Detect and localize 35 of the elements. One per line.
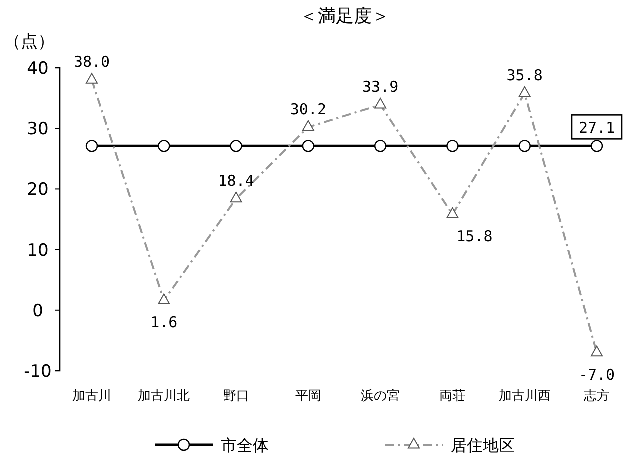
- y-axis-title: （点）: [4, 32, 55, 52]
- y-tick-label: 40: [27, 59, 49, 79]
- point: [446, 140, 459, 152]
- x-tick-label: 平岡: [295, 389, 322, 404]
- x-tick-label: 野口: [223, 389, 250, 404]
- data-label: 18.4: [218, 172, 254, 190]
- data-label: 38.0: [74, 53, 110, 72]
- y-tick-label: 30: [27, 120, 49, 140]
- legend-label: 居住地区: [451, 436, 515, 455]
- data-label: 27.1: [578, 119, 616, 138]
- x-tick-label: 両荘: [440, 389, 466, 404]
- data-label: 30.2: [290, 100, 326, 118]
- point: [374, 140, 387, 152]
- data-label: 33.9: [362, 78, 399, 96]
- point: [86, 140, 98, 152]
- point: [158, 140, 170, 152]
- data-label: -7.0: [578, 366, 616, 384]
- y-tick-label: 0: [32, 301, 44, 322]
- data-label: 15.8: [456, 228, 493, 246]
- point: [302, 140, 315, 152]
- x-tick-label: 浜の宮: [361, 388, 400, 404]
- point: [518, 140, 531, 152]
- data-label: 35.8: [506, 66, 543, 84]
- x-tick-label: 加古川西: [498, 389, 551, 404]
- x-tick-label: 加古川北: [138, 389, 190, 404]
- point: [230, 140, 242, 152]
- y-tick-label: -10: [24, 362, 52, 382]
- x-tick-label: 加古川: [72, 389, 112, 404]
- y-tick-label: 20: [27, 180, 49, 200]
- y-tick-label: 10: [27, 240, 49, 261]
- chart-title: ＜満足度＞: [300, 6, 390, 27]
- legend-label: 市全体: [221, 436, 269, 455]
- x-tick-label: 志方: [584, 388, 610, 404]
- point: [590, 140, 604, 152]
- data-label: 1.6: [150, 314, 178, 332]
